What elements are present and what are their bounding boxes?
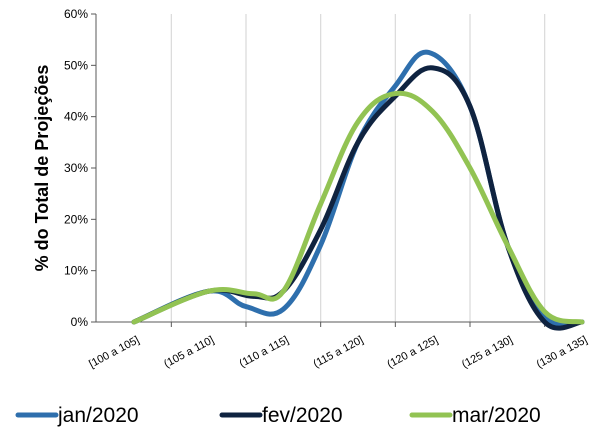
legend-label: jan/2020: [57, 404, 139, 427]
legend: jan/2020 fev/2020 mar/2020: [15, 404, 541, 427]
y-tick-label: 0%: [71, 315, 89, 329]
x-tick-label: (110 a 115]: [237, 334, 290, 370]
x-tick-label: (125 a 130]: [460, 334, 515, 371]
x-tick-label: [100 a 105]: [87, 334, 141, 370]
legend-label: fev/2020: [262, 404, 343, 427]
x-tick-label: (105 a 110]: [162, 334, 216, 370]
y-tick-label: 30%: [64, 161, 88, 175]
legend-label: mar/2020: [452, 404, 541, 427]
series-line-jan-2020: [131, 49, 585, 327]
series-line-fev-2020: [131, 65, 585, 331]
x-tick-label: (115 a 120]: [311, 334, 365, 370]
y-tick-label: 60%: [64, 7, 88, 21]
axis-layer: [91, 13, 584, 327]
y-tick-label: 40%: [64, 110, 88, 124]
x-tick-label: (130 a 135]: [535, 334, 590, 371]
y-tick-label: 10%: [64, 264, 88, 278]
series-line-mar-2020: [131, 90, 585, 325]
y-axis-title: % do Total de Projeções: [32, 65, 52, 272]
x-tick-label: (120 a 125]: [385, 334, 440, 371]
series-layer: [131, 49, 585, 331]
y-tick-label: 50%: [64, 58, 88, 72]
y-tick-label: 20%: [64, 212, 88, 226]
